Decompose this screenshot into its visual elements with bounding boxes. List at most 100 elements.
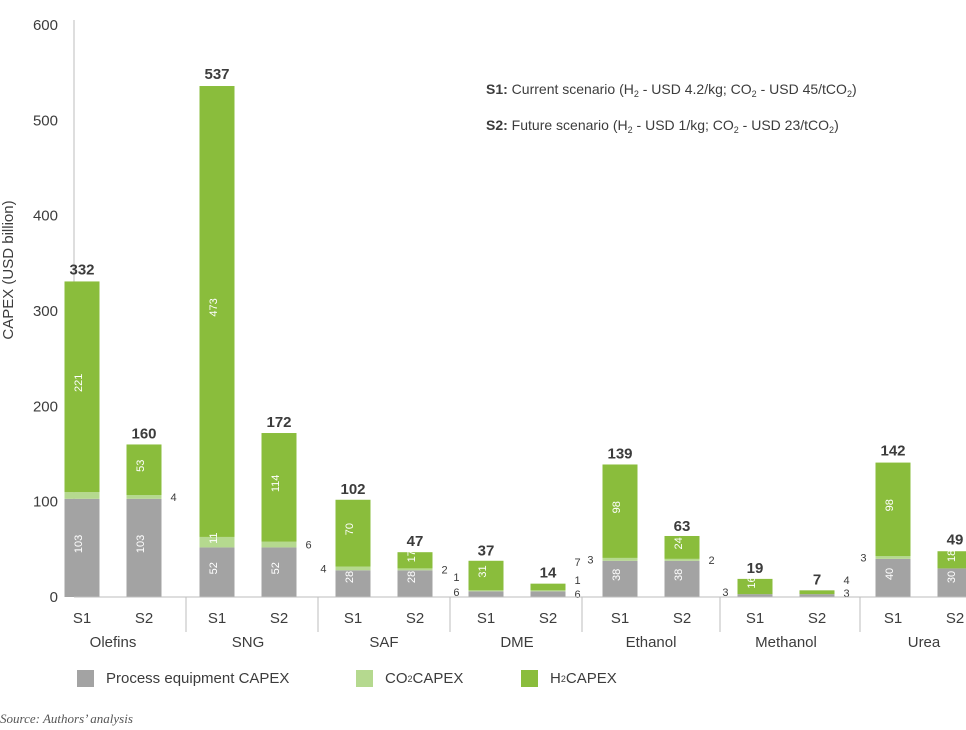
data-labels: 3321032211601035345375211473172521146102… xyxy=(69,66,963,601)
group-category-label: Olefins xyxy=(90,634,137,651)
dme-s2-h2-bar xyxy=(530,583,566,591)
segment-label: 11 xyxy=(208,532,220,543)
segment-label: 38 xyxy=(611,569,623,581)
bar-category-label: S2 xyxy=(539,610,557,627)
dme-s2-process-bar xyxy=(530,591,566,597)
ethanol-s2-process-bar xyxy=(664,560,700,597)
olefins-s1-process-bar xyxy=(64,498,100,597)
s2-sub-1: 2 xyxy=(627,125,633,135)
group-category-label: Methanol xyxy=(755,634,817,651)
y-axis-label: CAPEX (USD billion) xyxy=(0,200,17,339)
group-category-label: Urea xyxy=(908,634,941,651)
s1-text-pre: Current scenario (H xyxy=(507,81,634,97)
sng-s1-co2-bar xyxy=(199,536,235,548)
y-tick-label: 500 xyxy=(33,112,58,129)
segment-label: 114 xyxy=(270,475,282,493)
segment-label: 103 xyxy=(135,535,147,553)
segment-label: 52 xyxy=(270,562,282,574)
total-label: 139 xyxy=(607,445,632,462)
segment-outside-label: 2 xyxy=(709,555,715,567)
segment-label: 16 xyxy=(746,576,758,588)
y-tick-label: 200 xyxy=(33,398,58,415)
y-tick-label: 0 xyxy=(50,589,58,606)
total-label: 49 xyxy=(947,531,964,548)
segment-outside-label: 3 xyxy=(722,587,728,599)
segment-label: 40 xyxy=(884,568,896,580)
segment-label: 221 xyxy=(73,374,85,392)
bar-category-label: S1 xyxy=(884,610,902,627)
s2-text-pre: Future scenario (H xyxy=(507,117,628,133)
saf-s2-process-bar xyxy=(397,570,433,597)
dme-s1-co2-bar xyxy=(468,590,504,592)
bar-category-label: S2 xyxy=(270,610,288,627)
s1-sub-3: 2 xyxy=(846,89,852,99)
s1-text-post: ) xyxy=(851,81,857,97)
bar-category-label: S1 xyxy=(746,610,764,627)
y-tick-label: 400 xyxy=(33,208,58,225)
segment-outside-label: 3 xyxy=(844,588,850,600)
s1-text-mid: - USD 4.2/kg; CO xyxy=(638,81,752,97)
total-label: 37 xyxy=(478,543,495,560)
segment-outside-label: 1 xyxy=(575,575,581,587)
olefins-s2-co2-bar xyxy=(126,494,162,499)
bar-category-label: S1 xyxy=(73,610,91,627)
segment-outside-label: 3 xyxy=(860,552,866,564)
olefins-s1-h2-bar xyxy=(64,281,100,493)
segment-label: 70 xyxy=(344,523,356,535)
total-label: 19 xyxy=(747,560,764,577)
olefins-s1-co2-bar xyxy=(64,492,100,499)
legend-swatch-process xyxy=(77,670,94,687)
group-category-label: SNG xyxy=(232,634,265,651)
total-label: 537 xyxy=(204,66,229,83)
segment-outside-label: 3 xyxy=(587,554,593,566)
methanol-s1-h2-bar xyxy=(737,578,773,595)
ethanol-s1-process-bar xyxy=(602,560,638,597)
x-axis: S1 S2 Olefins S1 S2 SNG S1 S2 SAF S1 S2 DME S1 S2 Etha… xyxy=(73,596,966,651)
bars xyxy=(64,86,966,597)
sng-s2-process-bar xyxy=(261,547,297,597)
segment-label: 28 xyxy=(406,571,418,583)
legend-co2: CO 2 CAPEX xyxy=(356,670,463,687)
legend-swatch-h2 xyxy=(521,670,538,687)
total-label: 142 xyxy=(880,443,905,460)
segment-label: 28 xyxy=(344,571,356,583)
sng-s2-co2-bar xyxy=(261,541,297,548)
dme-s1-process-bar xyxy=(468,591,504,597)
legend-label-co2-post: CAPEX xyxy=(412,670,464,687)
total-label: 172 xyxy=(266,414,291,431)
total-label: 47 xyxy=(407,533,424,550)
segment-label: 17 xyxy=(406,550,418,562)
legend-label-h2-pre: H xyxy=(550,670,561,687)
dme-s2-co2-bar xyxy=(530,590,566,592)
total-label: 63 xyxy=(674,518,691,535)
legend-label-h2-post: CAPEX xyxy=(565,670,617,687)
y-tick-label: 300 xyxy=(33,303,58,320)
ethanol-s1-co2-bar xyxy=(602,557,638,561)
segment-label: 18 xyxy=(946,550,958,562)
bar-category-label: S2 xyxy=(946,610,964,627)
s1-sub-2: 2 xyxy=(751,89,757,99)
ethanol-s2-h2-bar xyxy=(664,535,700,559)
group-category-label: DME xyxy=(500,634,533,651)
bar-category-label: S1 xyxy=(344,610,362,627)
segment-outside-label: 6 xyxy=(575,589,581,601)
sng-s2-h2-bar xyxy=(261,433,297,542)
scenario-note-s2: S2: Future scenario (H2 - USD 1/kg; CO2 … xyxy=(486,117,839,135)
s2-text-post: ) xyxy=(834,117,839,133)
segment-label: 31 xyxy=(477,565,489,577)
source-note: Source: Authors’ analysis xyxy=(0,711,133,726)
methanol-s1-process-bar xyxy=(737,594,773,597)
segment-outside-label: 7 xyxy=(575,557,581,569)
segment-label: 38 xyxy=(673,569,685,581)
s1-text-mid2: - USD 45/tCO xyxy=(756,81,847,97)
group-category-label: Ethanol xyxy=(626,634,677,651)
saf-s1-h2-bar xyxy=(335,499,371,567)
total-label: 160 xyxy=(131,425,156,442)
bar-category-label: S1 xyxy=(611,610,629,627)
segment-outside-label: 4 xyxy=(844,575,850,587)
y-tick-label: 600 xyxy=(33,17,58,34)
ethanol-s1-h2-bar xyxy=(602,464,638,558)
group-category-label: SAF xyxy=(369,634,398,651)
